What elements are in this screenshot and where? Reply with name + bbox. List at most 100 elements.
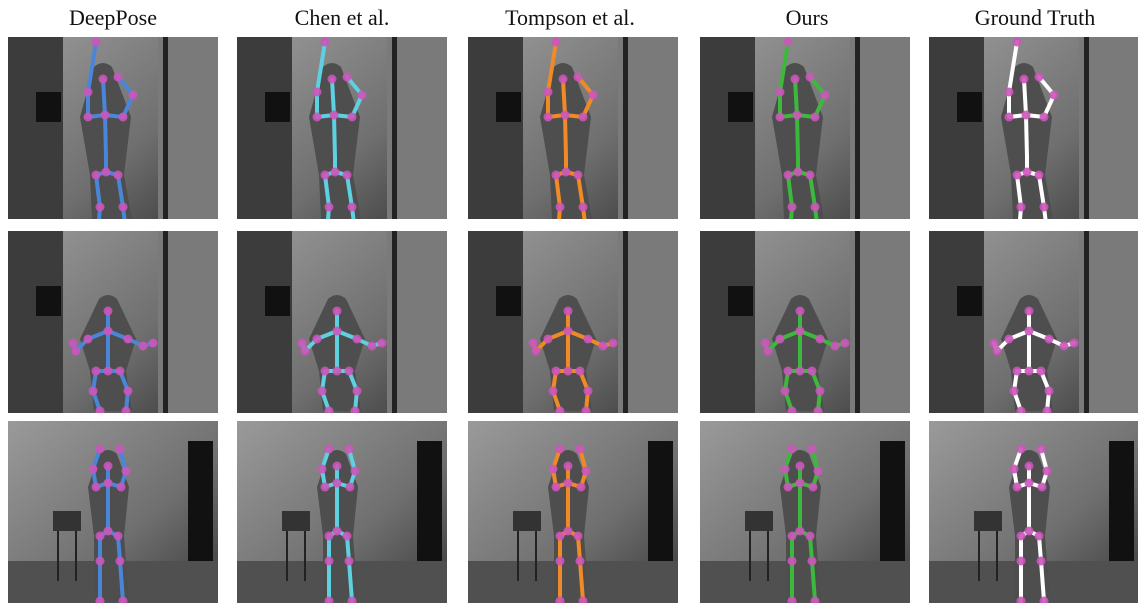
skeleton-joint <box>563 366 573 376</box>
skeleton-joint <box>813 406 823 413</box>
skeleton-bone <box>1037 173 1046 209</box>
skeleton-bone <box>1015 173 1023 209</box>
skeleton-joint <box>1039 202 1049 212</box>
skeleton-bone <box>86 40 98 94</box>
skeleton-joint <box>1039 112 1049 122</box>
depth-scene-svg <box>929 421 1138 603</box>
skeleton-joint <box>531 346 541 356</box>
skeleton-bone <box>1039 559 1046 603</box>
skeleton-joint <box>1039 596 1049 603</box>
skeleton-joint <box>543 112 553 122</box>
skeleton-joint <box>573 72 583 82</box>
skeleton-joint <box>327 74 337 84</box>
skeleton-joint <box>787 444 797 454</box>
skeleton-joint <box>805 170 815 180</box>
skeleton-joint <box>347 112 357 122</box>
skeleton-joint <box>805 531 815 541</box>
skeleton-joint <box>1034 72 1044 82</box>
depth-scene-svg <box>700 231 910 413</box>
skeleton-bone <box>332 113 337 159</box>
skeleton-joint <box>558 74 568 84</box>
skeleton-joint <box>116 482 126 492</box>
skeleton-bone <box>554 173 562 209</box>
skeleton-joint <box>1049 90 1059 100</box>
skeleton-bone <box>101 77 107 117</box>
skeleton-joint <box>581 466 591 476</box>
depth-image-panel <box>237 37 447 219</box>
skeleton-joint <box>555 202 565 212</box>
skeleton-joint <box>332 526 342 536</box>
skeleton-joint <box>1012 37 1022 47</box>
skeleton-joint <box>820 90 830 100</box>
skeleton-joint <box>1069 338 1079 348</box>
skeleton-joint <box>118 112 128 122</box>
skeleton-joint <box>783 366 793 376</box>
skeleton-joint <box>1019 74 1029 84</box>
skeleton-joint <box>324 596 334 603</box>
skeleton-joint <box>563 306 573 316</box>
skeleton-joint <box>813 466 823 476</box>
skeleton-joint <box>91 366 101 376</box>
skeleton-joint <box>347 202 357 212</box>
skeleton-joint <box>581 406 591 413</box>
skeleton-bone <box>94 173 102 209</box>
skeleton-bone <box>315 40 327 94</box>
skeleton-joint <box>795 461 805 471</box>
skeleton-joint <box>810 596 820 603</box>
skeleton-joint <box>1009 386 1019 396</box>
skeleton-joint <box>98 74 108 84</box>
skeleton-joint <box>121 466 131 476</box>
skeleton-bone <box>793 77 799 117</box>
skeleton-joint <box>332 461 342 471</box>
skeleton-bone <box>103 113 108 159</box>
skeleton-bone <box>795 113 800 159</box>
skeleton-joint <box>320 366 330 376</box>
skeleton-joint <box>95 202 105 212</box>
skeleton-joint <box>95 596 105 603</box>
skeleton-joint <box>1024 366 1034 376</box>
skeleton-joint <box>1059 341 1069 351</box>
skeleton-joint <box>342 531 352 541</box>
skeleton-joint <box>1016 556 1026 566</box>
skeleton-joint <box>1016 596 1026 603</box>
skeleton-joint <box>775 112 785 122</box>
skeleton-joint <box>347 596 357 603</box>
skeleton-joint <box>350 466 360 476</box>
column-title-tompson: Tompson et al. <box>505 5 635 30</box>
skeleton-joint <box>807 366 817 376</box>
skeleton-joint <box>598 341 608 351</box>
skeleton-joint <box>329 110 339 120</box>
skeleton-bone <box>576 173 585 209</box>
skeleton-joint <box>1044 334 1054 344</box>
skeleton-bone <box>116 173 125 209</box>
skeleton-joint <box>103 326 113 336</box>
skeleton-joint <box>83 334 93 344</box>
skeleton-joint <box>320 170 330 180</box>
skeleton-joint <box>783 37 793 47</box>
skeleton-joint <box>583 386 593 396</box>
skeleton-joint <box>555 444 565 454</box>
skeleton-joint <box>103 366 113 376</box>
skeleton-joint <box>83 87 93 97</box>
skeleton-joint <box>807 444 817 454</box>
skeleton-joint <box>563 461 573 471</box>
skeleton-joint <box>780 464 790 474</box>
depth-scene-svg <box>929 37 1138 219</box>
depth-image-panel <box>8 421 218 603</box>
skeleton-joint <box>793 167 803 177</box>
skeleton-joint <box>790 74 800 84</box>
depth-scene-svg <box>237 421 447 603</box>
depth-scene-svg <box>8 37 218 219</box>
skeleton-joint <box>989 338 999 348</box>
skeleton-joint <box>1034 170 1044 180</box>
depth-scene-svg <box>700 421 910 603</box>
skeleton-joint <box>561 167 571 177</box>
skeleton-joint <box>787 556 797 566</box>
skeleton-joint <box>115 556 125 566</box>
skeleton-joint <box>95 556 105 566</box>
column-title-ground-truth: Ground Truth <box>974 5 1096 30</box>
skeleton-joint <box>795 366 805 376</box>
depth-image-panel <box>700 37 910 219</box>
skeleton-joint <box>342 72 352 82</box>
skeleton-joint <box>573 170 583 180</box>
